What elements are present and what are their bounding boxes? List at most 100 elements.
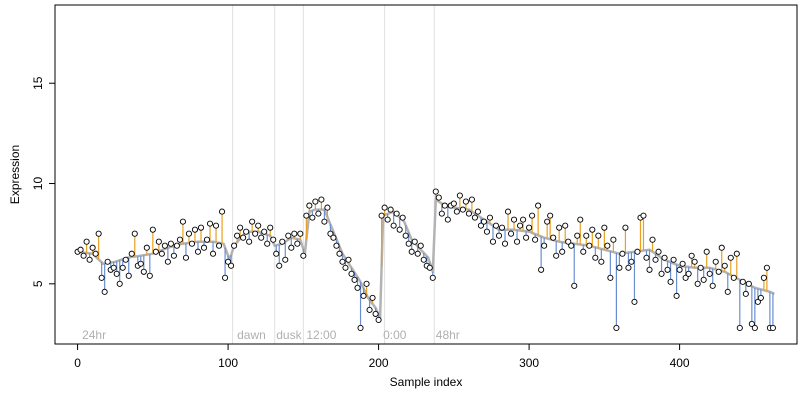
data-point [661,254,668,261]
data-point [748,320,755,327]
data-point [682,274,689,281]
data-point [354,284,361,291]
data-point [209,250,217,257]
data-point [170,252,177,259]
data-point [125,272,132,279]
data-point [489,238,497,245]
segment-label: 48hr [436,328,460,342]
data-point [375,316,382,323]
data-point [119,264,126,271]
data-point [405,240,412,247]
data-point [86,256,93,263]
data-point [616,264,623,271]
data-point [601,224,608,231]
data-point [249,218,256,225]
data-point [757,294,764,301]
data-point [727,254,734,261]
data-point [477,222,484,229]
data-point [568,242,575,249]
x-axis: 0 100 200 300 400 [74,344,690,370]
data-point [562,222,569,229]
data-point [471,214,478,221]
data-point [206,220,214,227]
data-point [553,252,560,259]
data-point [468,196,475,203]
data-point [222,274,229,281]
data-point [514,238,521,245]
data-point [378,212,385,219]
data-point [652,256,659,263]
data-point [625,264,632,271]
data-point [526,224,533,231]
data-point [676,266,683,273]
data-point [520,216,527,223]
data-point [333,242,340,249]
data-point [643,254,650,261]
y-tick-label: 5 [31,280,45,287]
data-point [751,324,758,332]
data-point [631,298,638,305]
data-point [315,210,322,217]
data-point [586,242,593,249]
data-point [492,222,500,229]
data-point [700,276,707,283]
data-point [721,262,728,269]
segment-label: 12:00 [306,328,336,342]
data-point [312,198,319,205]
data-point [318,196,325,203]
data-point [408,248,415,255]
data-point [634,248,641,255]
data-point [258,234,265,241]
data-point [152,248,159,255]
data-point [619,250,626,257]
data-point [327,230,334,237]
data-point [556,224,563,231]
data-point [495,232,503,239]
data-point [158,250,165,257]
data-point [155,238,162,245]
data-point [128,250,135,257]
data-point [116,280,123,287]
data-point [321,218,328,225]
data-point [538,266,545,273]
data-point [417,242,424,249]
data-point [122,256,129,263]
data-point [273,250,280,257]
data-point [595,232,602,239]
data-point [110,264,117,271]
data-point [146,272,153,279]
data-point [718,244,725,251]
data-point [730,274,737,281]
data-point [429,274,436,281]
data-point [255,222,262,229]
data-point [510,216,518,223]
data-point [742,290,749,297]
data-point [535,202,542,209]
data-point [131,230,138,237]
data-point [483,228,491,235]
data-point [237,224,244,231]
data-point [733,250,740,257]
data-point [161,242,168,249]
data-point [583,232,590,239]
data-point [291,230,298,237]
data-point [80,252,87,259]
data-point [176,236,183,243]
segment-label: 0:00 [383,328,407,342]
data-point [655,248,662,255]
data-point [547,212,554,219]
data-point [246,238,253,245]
data-point [697,264,704,271]
data-point [300,252,307,259]
data-point [390,222,397,229]
data-point [167,240,174,247]
data-point [348,270,355,277]
data-point [685,270,692,277]
data-point [393,210,400,217]
data-point [219,208,226,215]
data-point [231,242,238,249]
data-point [399,214,406,221]
data-point [691,258,698,265]
data-point [507,230,515,237]
data-point [212,222,220,229]
